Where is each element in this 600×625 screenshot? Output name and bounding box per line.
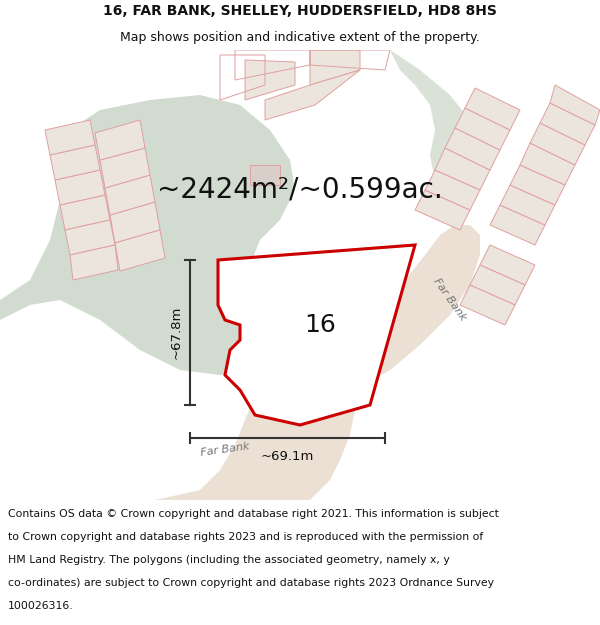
- Polygon shape: [455, 108, 510, 150]
- Polygon shape: [390, 50, 480, 190]
- Polygon shape: [315, 225, 480, 390]
- Polygon shape: [520, 143, 575, 185]
- Polygon shape: [470, 265, 525, 305]
- Polygon shape: [50, 145, 100, 180]
- Polygon shape: [110, 202, 160, 243]
- Text: 16, FAR BANK, SHELLEY, HUDDERSFIELD, HD8 8HS: 16, FAR BANK, SHELLEY, HUDDERSFIELD, HD8…: [103, 4, 497, 18]
- Polygon shape: [70, 245, 118, 280]
- Polygon shape: [540, 103, 595, 145]
- Polygon shape: [0, 50, 295, 375]
- Polygon shape: [155, 350, 355, 500]
- Text: ~2424m²/~0.599ac.: ~2424m²/~0.599ac.: [157, 176, 443, 204]
- Polygon shape: [490, 205, 545, 245]
- Text: 16: 16: [304, 313, 336, 337]
- Polygon shape: [480, 245, 535, 285]
- Polygon shape: [530, 123, 585, 165]
- Text: co-ordinates) are subject to Crown copyright and database rights 2023 Ordnance S: co-ordinates) are subject to Crown copyr…: [8, 578, 494, 588]
- Text: Contains OS data © Crown copyright and database right 2021. This information is : Contains OS data © Crown copyright and d…: [8, 509, 499, 519]
- Text: HM Land Registry. The polygons (including the associated geometry, namely x, y: HM Land Registry. The polygons (includin…: [8, 555, 449, 565]
- Polygon shape: [45, 120, 95, 155]
- Text: ~67.8m: ~67.8m: [170, 306, 182, 359]
- Polygon shape: [115, 230, 165, 271]
- Polygon shape: [250, 165, 280, 185]
- Text: Far Bank: Far Bank: [200, 442, 250, 458]
- Text: 100026316.: 100026316.: [8, 601, 73, 611]
- Polygon shape: [60, 195, 110, 230]
- Text: ~69.1m: ~69.1m: [261, 449, 314, 462]
- Text: Map shows position and indicative extent of the property.: Map shows position and indicative extent…: [120, 31, 480, 44]
- Text: to Crown copyright and database rights 2023 and is reproduced with the permissio: to Crown copyright and database rights 2…: [8, 532, 483, 542]
- Polygon shape: [245, 60, 295, 100]
- Polygon shape: [435, 148, 490, 190]
- Polygon shape: [415, 190, 470, 230]
- Polygon shape: [445, 128, 500, 170]
- Polygon shape: [65, 220, 115, 255]
- Polygon shape: [425, 170, 480, 210]
- Polygon shape: [105, 175, 155, 215]
- Polygon shape: [465, 88, 520, 130]
- Polygon shape: [218, 245, 415, 425]
- Polygon shape: [500, 185, 555, 225]
- Polygon shape: [95, 120, 145, 160]
- Polygon shape: [265, 70, 360, 120]
- Polygon shape: [510, 165, 565, 205]
- Polygon shape: [100, 148, 150, 188]
- Text: Far Bank: Far Bank: [432, 277, 468, 323]
- Polygon shape: [310, 50, 360, 85]
- Polygon shape: [55, 170, 105, 205]
- Polygon shape: [460, 285, 515, 325]
- Polygon shape: [550, 85, 600, 125]
